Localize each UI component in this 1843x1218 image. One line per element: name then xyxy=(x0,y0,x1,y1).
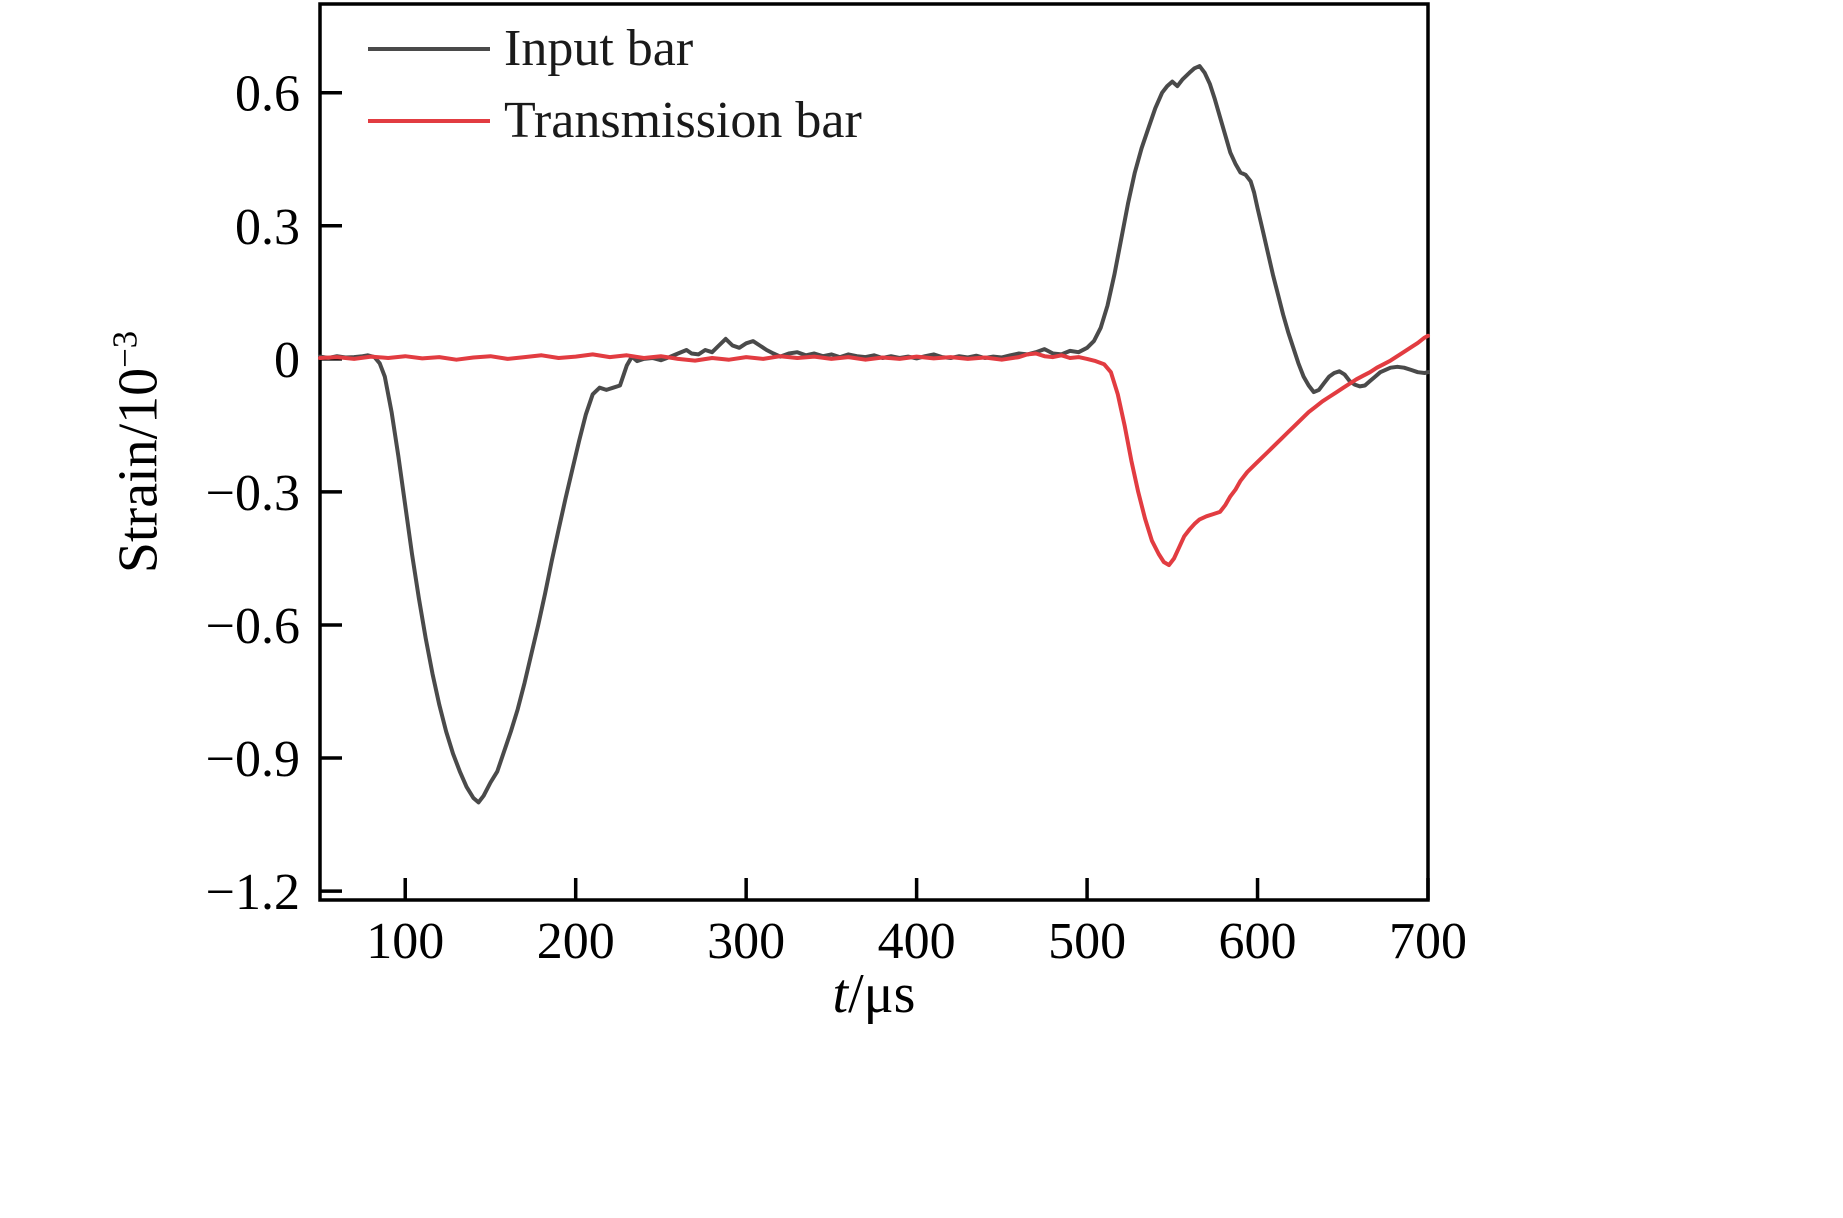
svg-text:0.6: 0.6 xyxy=(235,66,300,123)
input-bar-line-swatch xyxy=(368,47,490,51)
legend: Input bar Transmission bar xyxy=(368,20,862,150)
transmission-bar-line-swatch xyxy=(368,119,490,123)
svg-text:500: 500 xyxy=(1048,913,1126,970)
svg-text:0.3: 0.3 xyxy=(235,199,300,256)
svg-text:400: 400 xyxy=(878,913,956,970)
transmission-bar-legend-label: Transmission bar xyxy=(504,92,862,149)
svg-text:−0.3: −0.3 xyxy=(206,465,300,522)
svg-text:−0.9: −0.9 xyxy=(206,731,300,788)
x-axis-label: t/μs xyxy=(320,962,1428,1026)
svg-text:300: 300 xyxy=(707,913,785,970)
legend-item-transmission-bar: Transmission bar xyxy=(368,92,862,150)
svg-text:600: 600 xyxy=(1219,913,1297,970)
y-axis-label-base: Strain/10 xyxy=(107,367,170,574)
x-axis-label-unit: /μs xyxy=(848,963,916,1025)
svg-text:200: 200 xyxy=(537,913,615,970)
svg-text:0: 0 xyxy=(274,332,300,389)
svg-text:−1.2: −1.2 xyxy=(206,864,300,921)
y-axis-label: Strain/10−3 xyxy=(106,331,171,573)
svg-text:−0.6: −0.6 xyxy=(206,598,300,655)
svg-text:700: 700 xyxy=(1389,913,1467,970)
y-axis-label-exponent: −3 xyxy=(105,330,145,368)
svg-text:100: 100 xyxy=(366,913,444,970)
x-axis-label-variable: t xyxy=(832,963,849,1025)
input-bar-legend-label: Input bar xyxy=(504,20,694,77)
legend-item-input-bar: Input bar xyxy=(368,20,862,78)
